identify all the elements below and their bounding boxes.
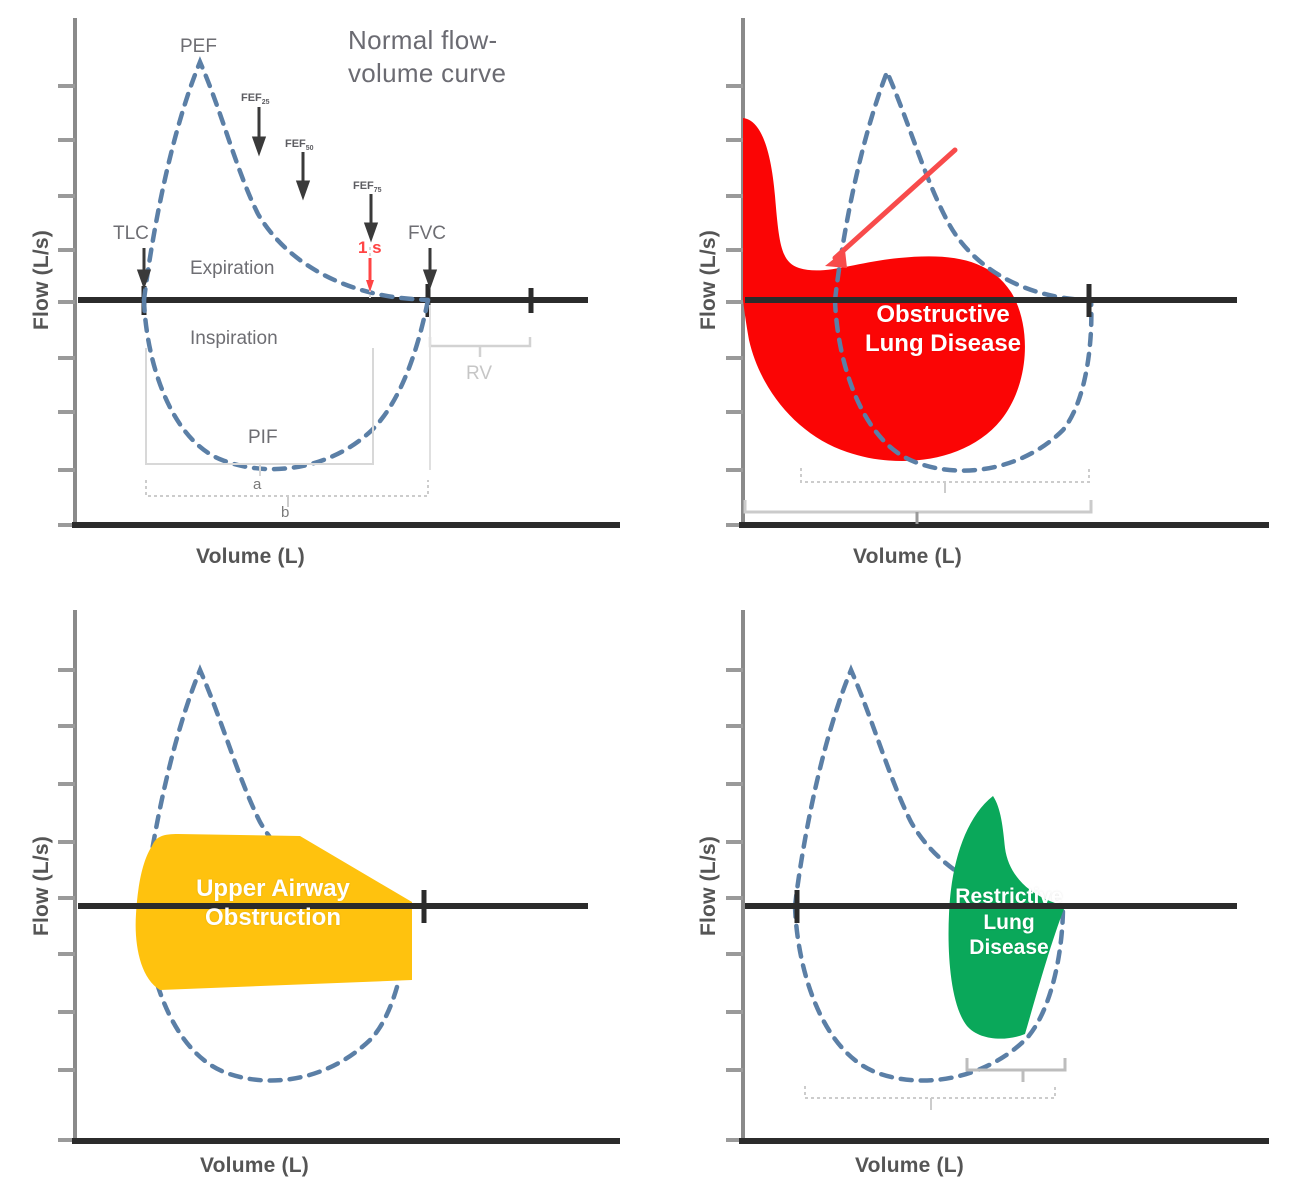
label-fef25: FEF25	[241, 92, 270, 106]
upper-airway-curve-svg	[58, 610, 620, 1144]
panel-obstructive-lung-disease: Flow (L/s) Volume (L) Obstructive Lung D…	[649, 0, 1298, 596]
obstructive-fill-label: Obstructive Lung Disease	[864, 301, 1022, 358]
restrictive-region	[948, 796, 1065, 1039]
y-axis-label-upper-airway: Flow (L/s)	[30, 836, 53, 936]
y-axis-label-normal: Flow (L/s)	[30, 230, 53, 330]
label-pef: PEF	[180, 36, 217, 57]
y-axis-label-restrictive: Flow (L/s)	[697, 836, 720, 936]
label-fef75: FEF75	[353, 180, 382, 194]
y-axis-label-obstructive: Flow (L/s)	[697, 230, 720, 330]
inspiratory-limb-curve	[141, 297, 431, 472]
panel-normal-flow-volume-curve: Normal flow- volume curve Flow (L/s) Vol…	[0, 0, 649, 596]
y-axis-ticks	[58, 668, 75, 1142]
reduced-volume-bracket	[965, 1058, 1067, 1072]
tlc-arrow-head	[136, 269, 152, 290]
indicator-arrow-head	[825, 250, 847, 268]
normal-inspiratory-reference	[141, 903, 411, 1083]
panel-restrictive-lung-disease: Flow (L/s) Volume (L) Restrictive Lung D…	[649, 596, 1298, 1200]
expiratory-limb-curve	[141, 56, 431, 303]
normal-expiratory-reference	[832, 66, 1094, 303]
rv-bracket	[428, 337, 532, 348]
obstructive-region	[743, 118, 1025, 462]
fef75-arrow-head	[363, 222, 379, 243]
normal-inspiratory-reference	[792, 903, 1066, 1083]
indicator-arrow-shaft	[832, 147, 958, 261]
y-axis-ticks	[726, 668, 743, 1142]
panel-title-normal: Normal flow- volume curve	[348, 25, 507, 89]
fvc-arrow-head	[422, 269, 438, 290]
panel-upper-airway-obstruction: Flow (L/s) Volume (L) Upper Airway Obstr…	[0, 596, 649, 1200]
x-axis-label-obstructive: Volume (L)	[853, 545, 962, 568]
label-inspiration: Inspiration	[190, 328, 278, 349]
normal-inspiratory-reference	[832, 297, 1094, 473]
fef25-arrow-head	[251, 136, 267, 157]
obstructive-curve-svg	[726, 18, 1269, 528]
label-pif: PIF	[248, 427, 278, 448]
x-axis-label-upper-airway: Volume (L)	[200, 1154, 309, 1177]
one-second-marker	[366, 247, 374, 300]
restrictive-curve-svg	[726, 610, 1269, 1144]
fef25-text: FEF	[241, 92, 262, 104]
label-bracket-a: a	[253, 476, 262, 493]
x-axis-label-restrictive: Volume (L)	[855, 1154, 964, 1177]
bracket-b	[145, 480, 429, 497]
restrictive-fill-label: Restrictive Lung Disease	[955, 885, 1063, 960]
label-expiration: Expiration	[190, 258, 275, 279]
fef75-text: FEF	[353, 180, 374, 192]
upper-airway-region	[135, 834, 412, 990]
fef50-text: FEF	[285, 138, 306, 150]
fef-arrows	[136, 107, 438, 290]
outer-volume-bracket	[743, 500, 1093, 514]
fef25-subscript: 25	[261, 99, 270, 107]
label-fef50: FEF50	[285, 138, 314, 152]
label-one-second: 1 s	[358, 238, 382, 257]
label-fvc: FVC	[408, 223, 446, 244]
normal-curve-svg	[58, 18, 620, 528]
fef50-arrow-head	[295, 180, 311, 201]
total-volume-bracket	[804, 1086, 1056, 1099]
normal-expiratory-reference	[792, 664, 1066, 909]
y-axis-ticks	[58, 84, 75, 527]
fef75-subscript: 75	[373, 187, 382, 195]
upper-airway-fill-label: Upper Airway Obstruction	[196, 875, 350, 932]
label-bracket-b: b	[281, 504, 290, 521]
label-rv: RV	[466, 363, 493, 384]
label-tlc: TLC	[113, 223, 149, 244]
one-second-arrow-head	[366, 280, 374, 292]
concavity-indicator-arrow	[825, 147, 958, 268]
fef50-subscript: 50	[305, 145, 314, 153]
y-axis-ticks	[726, 84, 743, 527]
x-axis-label-normal: Volume (L)	[196, 545, 305, 568]
